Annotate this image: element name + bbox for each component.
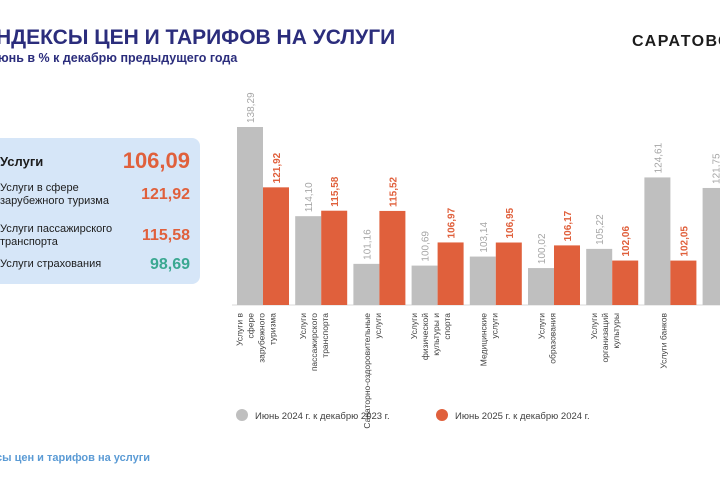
legend-marker	[436, 409, 448, 421]
summary-value: 115,58	[141, 227, 190, 244]
data-label: 106,95	[505, 207, 516, 238]
data-label: 103,14	[479, 222, 490, 253]
summary-value: 121,92	[141, 186, 190, 203]
summary-value: 98,69	[149, 256, 190, 273]
data-label: 138,29	[246, 92, 257, 123]
data-label: 114,10	[304, 182, 315, 212]
bar	[702, 187, 720, 305]
data-label: 106,17	[563, 210, 574, 241]
bar	[321, 210, 348, 305]
category-label: Санаторно-оздоровительныеуслуги	[362, 313, 383, 429]
data-label: 106,97	[447, 207, 458, 238]
bar	[469, 256, 496, 305]
category-label: Медицинскиеуслуги	[478, 313, 499, 366]
summary-row-transport: Услуги пассажирского транспорта 115,58	[0, 221, 198, 251]
bar	[554, 245, 580, 305]
bar	[237, 127, 263, 305]
category-label: Услугиобразования	[537, 313, 558, 364]
category-label: Услугифизическойкультуры испорта	[409, 313, 452, 360]
data-label: 100,69	[421, 231, 432, 262]
data-label: 102,06	[621, 226, 632, 257]
summary-row-insurance: Услуги страхования 98,69	[0, 256, 198, 276]
summary-label: Услуги	[0, 154, 44, 169]
bar	[295, 216, 322, 305]
summary-row-services: Услуги 106,09	[0, 148, 198, 176]
summary-label: Услуги в сфере зарубежного туризма	[0, 182, 109, 207]
bar	[495, 242, 522, 305]
bar	[437, 242, 464, 305]
summary-panel: Услуги 106,09 Услуги в сфере зарубежного…	[0, 138, 200, 284]
bar	[379, 210, 406, 305]
data-label: 115,58	[330, 176, 341, 206]
page-subtitle: юнь в % к декабрю предыдущего года	[0, 51, 238, 65]
legend-label: Июнь 2025 г. к декабрю 2024 г.	[455, 411, 590, 422]
category-label: Услугипассажирскоготранспорта	[298, 313, 330, 371]
brand-logo-text: САРАТОВС	[632, 33, 720, 50]
data-label: 105,22	[595, 214, 606, 245]
category-label: Услугиорганизацийкультуры	[589, 313, 621, 363]
summary-label: Услуги пассажирского транспорта	[0, 223, 113, 248]
bar	[353, 263, 380, 305]
category-label: Услуги банков	[658, 313, 668, 369]
footer-caption: сы цен и тарифов на услуги	[0, 452, 151, 464]
data-label: 102,05	[679, 226, 690, 257]
data-label: 115,52	[388, 176, 399, 206]
bar	[411, 265, 438, 305]
data-label: 100,02	[537, 233, 548, 264]
summary-row-tourism: Услуги в сфере зарубежного туризма 121,9…	[0, 180, 198, 210]
bar	[586, 248, 613, 305]
bar	[263, 187, 289, 305]
page-title: НДЕКСЫ ЦЕН И ТАРИФОВ НА УСЛУГИ	[0, 26, 396, 49]
bar	[644, 177, 671, 305]
legend-marker	[236, 409, 248, 421]
data-label: 101,16	[362, 229, 373, 260]
bar	[670, 260, 697, 305]
bar	[612, 260, 639, 305]
bar	[528, 268, 554, 305]
summary-label: Услуги страхования	[0, 258, 102, 270]
data-label: 124,61	[653, 142, 664, 173]
category-label: Услуги всферезарубежноготуризма	[235, 313, 278, 363]
summary-value: 106,09	[122, 148, 190, 173]
data-label: 121,92	[272, 152, 283, 183]
data-label: 121,75	[712, 153, 720, 184]
legend-label: Июнь 2024 г. к декабрю 2023 г.	[255, 411, 390, 422]
